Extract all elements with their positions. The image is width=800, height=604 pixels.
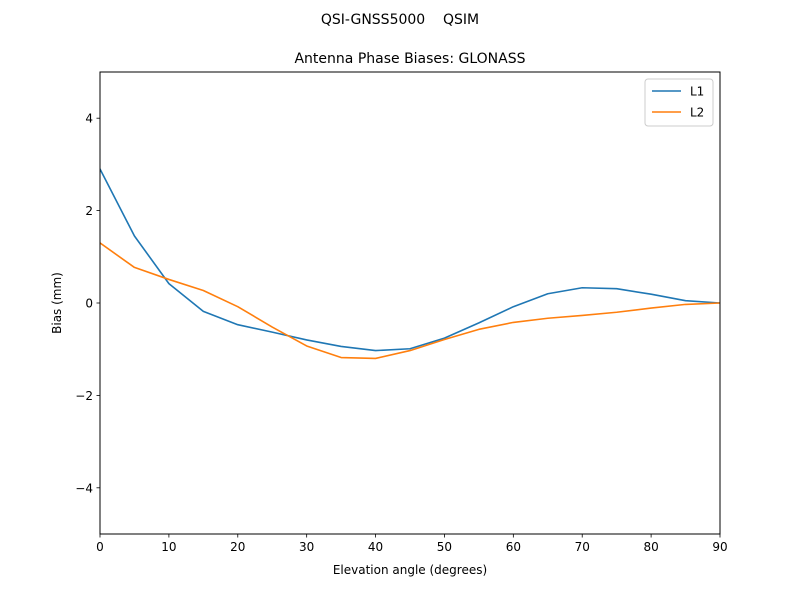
y-tick-label: 2 — [85, 204, 93, 218]
legend-label-l2: L2 — [690, 106, 704, 120]
x-tick-label: 30 — [299, 540, 314, 554]
y-axis-ticks: −4 −2 0 2 4 — [75, 112, 100, 495]
x-tick-label: 40 — [368, 540, 383, 554]
series-line-l1 — [100, 167, 720, 352]
y-tick-label: 4 — [85, 112, 93, 126]
x-tick-label: 70 — [575, 540, 590, 554]
y-tick-label: 0 — [85, 297, 93, 311]
x-tick-label: 0 — [96, 540, 104, 554]
y-tick-label: −4 — [75, 481, 93, 495]
x-axis-label: Elevation angle (degrees) — [333, 563, 487, 577]
y-tick-label: −2 — [75, 389, 93, 403]
y-axis-label: Bias (mm) — [50, 272, 64, 334]
legend: L1 L2 — [644, 78, 714, 127]
plot-area-frame — [99, 71, 721, 535]
series-line-l2 — [100, 241, 720, 360]
x-tick-label: 80 — [643, 540, 658, 554]
x-tick-label: 90 — [712, 540, 727, 554]
x-axis-ticks: 0 10 20 30 40 50 60 70 80 90 — [96, 534, 728, 554]
x-tick-label: 20 — [230, 540, 245, 554]
x-tick-label: 60 — [506, 540, 521, 554]
series-layer — [100, 167, 720, 360]
chart-title: Antenna Phase Biases: GLONASS — [294, 51, 525, 67]
x-tick-label: 50 — [437, 540, 452, 554]
x-tick-label: 10 — [161, 540, 176, 554]
figure-suptitle: QSI-GNSS5000 QSIM — [321, 12, 479, 28]
legend-label-l1: L1 — [690, 85, 704, 99]
